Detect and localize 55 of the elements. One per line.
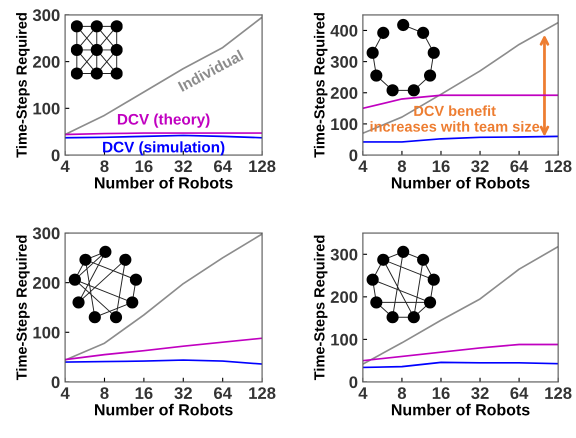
y-tick-label: 100	[33, 326, 60, 338]
y-axis-title: Time-Steps Required	[314, 236, 328, 380]
y-tick-label: 100	[331, 334, 358, 346]
x-axis-title: Number of Robots	[392, 404, 530, 416]
x-tick-label: 4	[60, 387, 70, 399]
y-tick-label: 0	[52, 376, 60, 388]
x-tick-label: 128	[545, 387, 572, 400]
x-tick-label: 32	[174, 160, 192, 172]
y-axis-title: Time-Steps Required	[16, 13, 30, 158]
y-axis-title: Time-Steps Required	[314, 13, 328, 158]
x-axis-title: Number of Robots	[392, 176, 530, 189]
y-tick-label: 100	[33, 102, 60, 115]
x-tick-label: 8	[398, 160, 406, 172]
x-tick-label: 16	[136, 387, 153, 400]
y-tick-label: 400	[330, 24, 358, 37]
x-tick-label: 32	[471, 160, 489, 172]
line-series	[362, 344, 558, 362]
x-tick-label: 64	[214, 160, 232, 172]
y-tick-label: 200	[33, 56, 60, 68]
y-tick-label: 200	[330, 291, 358, 304]
x-axis-title: Number of Robots	[95, 404, 233, 416]
y-tick-label: 300	[32, 9, 60, 22]
x-tick-label: 64	[510, 160, 528, 172]
x-tick-label: 16	[136, 160, 153, 172]
series-label: DCV (simulation)	[103, 141, 224, 156]
y-tick-label: 0	[349, 376, 358, 388]
x-axis-title: Number of Robots	[95, 176, 233, 189]
y-axis-title: Time-Steps Required	[16, 236, 30, 380]
y-tick-label: 200	[33, 277, 60, 289]
x-tick-label: 4	[60, 160, 70, 172]
y-tick-label: 200	[330, 87, 358, 99]
x-tick-label: 8	[100, 160, 109, 172]
x-tick-label: 32	[174, 387, 192, 400]
x-tick-label: 16	[432, 387, 450, 400]
x-tick-label: 64	[214, 387, 232, 400]
x-tick-label: 8	[100, 387, 109, 400]
y-tick-label: 300	[32, 227, 60, 240]
series-label: DCV (theory)	[118, 113, 210, 128]
x-tick-label: 4	[358, 387, 368, 399]
x-tick-label: 128	[249, 160, 276, 172]
x-tick-label: 64	[510, 387, 528, 400]
y-tick-label: 0	[52, 149, 60, 162]
x-tick-label: 128	[545, 160, 572, 172]
line-series	[362, 246, 558, 365]
y-tick-label: 300	[330, 248, 358, 261]
line-series	[65, 337, 262, 360]
line-series	[362, 22, 558, 134]
y-tick-label: 300	[330, 56, 358, 68]
x-tick-label: 16	[432, 160, 450, 172]
x-tick-label: 4	[358, 160, 368, 172]
y-tick-label: 100	[331, 118, 358, 130]
x-tick-label: 128	[249, 387, 276, 400]
y-tick-label: 0	[349, 149, 358, 162]
x-tick-label: 8	[398, 387, 406, 400]
x-tick-label: 32	[471, 387, 489, 400]
